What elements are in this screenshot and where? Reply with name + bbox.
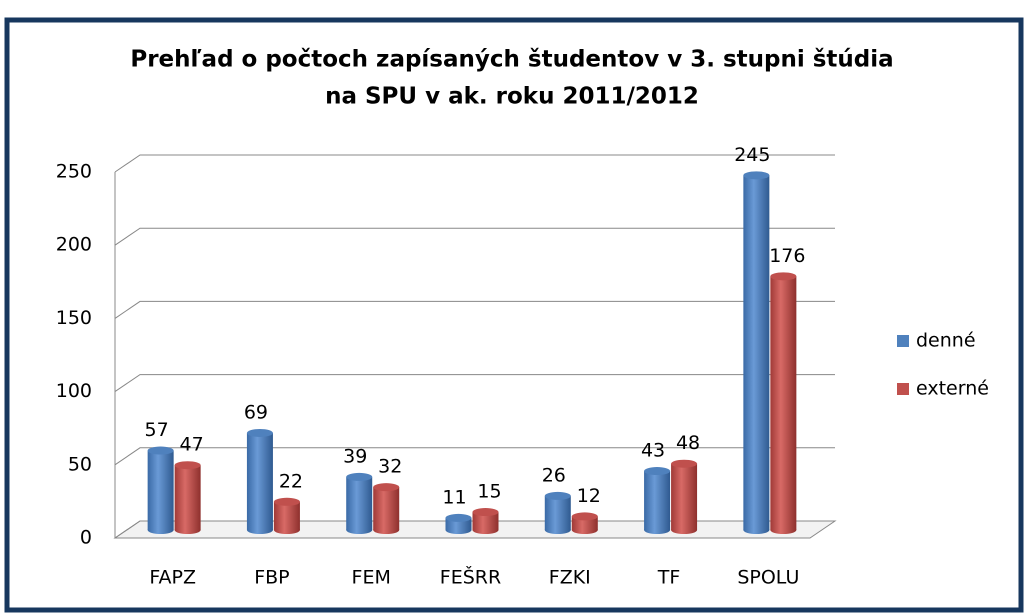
x-tick-label: FEM [352, 567, 391, 589]
bar-body [246, 432, 273, 530]
bar [671, 459, 698, 534]
bar-bottom [544, 526, 571, 534]
bar-top [246, 428, 273, 437]
bar-top [644, 467, 671, 476]
y-tick-label: 0 [80, 527, 92, 549]
bar-top [743, 171, 770, 180]
bar-top [472, 508, 499, 517]
grid-line [114, 374, 835, 393]
legend-label: denné [916, 330, 976, 352]
bar-body [472, 512, 499, 530]
bar [770, 272, 797, 534]
bar-top [770, 272, 797, 281]
x-tick-label: FEŠRR [440, 565, 501, 589]
x-tick-label: TF [657, 567, 681, 589]
bar [147, 446, 174, 534]
bar-bottom [147, 526, 174, 534]
bar [373, 483, 400, 534]
bar-bottom [373, 526, 400, 534]
y-tick-label: 200 [56, 234, 92, 256]
bar-body [273, 501, 300, 530]
bar [743, 171, 770, 534]
data-label: 176 [769, 245, 805, 267]
bar-body [644, 471, 671, 530]
bar [544, 491, 571, 534]
x-tick-label: FBP [254, 567, 289, 589]
bar-bottom [770, 526, 797, 534]
bar [346, 472, 373, 534]
bar-bottom [472, 526, 499, 534]
bar-top [346, 472, 373, 481]
bar-body [174, 465, 201, 530]
y-tick-label: 100 [56, 380, 92, 402]
x-tick-label: FAPZ [149, 567, 196, 589]
bar-bottom [346, 526, 373, 534]
data-label: 32 [378, 456, 402, 478]
data-label: 69 [244, 401, 268, 423]
bar [445, 513, 472, 534]
data-label: 15 [477, 481, 501, 503]
grid-line [114, 447, 835, 466]
data-label: 43 [641, 440, 665, 462]
grid-line [114, 300, 835, 319]
data-label: 57 [145, 419, 169, 441]
bar-top [174, 461, 201, 470]
legend-swatch [897, 383, 909, 395]
bar-bottom [273, 526, 300, 534]
y-tick-label: 50 [68, 453, 92, 475]
bar-bottom [571, 526, 598, 534]
bar-bottom [644, 526, 671, 534]
bar-body [373, 487, 400, 530]
bar-top [147, 446, 174, 455]
data-label: 22 [279, 470, 303, 492]
chart-title: Prehľad o počtoch zapísaných študentov v… [130, 47, 893, 73]
data-label: 12 [577, 485, 601, 507]
legend-swatch [897, 335, 909, 347]
bar [644, 467, 671, 534]
bar [174, 461, 201, 534]
bar-body [147, 450, 174, 530]
bar-top [445, 513, 472, 522]
x-tick-label: FZKI [549, 567, 591, 589]
legend-label: externé [916, 378, 989, 400]
data-label: 39 [343, 445, 367, 467]
data-label: 11 [442, 486, 466, 508]
bar-bottom [246, 526, 273, 534]
bar-body [770, 276, 797, 530]
bar-body [743, 175, 770, 530]
bar-top [544, 491, 571, 500]
y-tick-label: 250 [56, 161, 92, 183]
bar-top [571, 512, 598, 521]
bar-top [373, 483, 400, 492]
chart-subtitle: na SPU v ak. roku 2011/2012 [325, 84, 699, 110]
x-tick-label: SPOLU [737, 567, 799, 589]
data-label: 245 [734, 144, 770, 166]
bar-body [671, 463, 698, 530]
bar [472, 508, 499, 534]
bar-top [671, 459, 698, 468]
data-label: 48 [676, 432, 700, 454]
bar-body [346, 476, 373, 530]
grid-line [114, 227, 835, 246]
bar-bottom [174, 526, 201, 534]
bar [571, 512, 598, 534]
bar [246, 428, 273, 534]
bar-body [544, 495, 571, 530]
bar-bottom [445, 526, 472, 534]
bar-bottom [671, 526, 698, 534]
grid-line [114, 520, 835, 539]
bar-top [273, 497, 300, 506]
bar [273, 497, 300, 534]
data-label: 26 [542, 464, 566, 486]
y-tick-label: 150 [56, 307, 92, 329]
grid-line [114, 154, 835, 173]
data-label: 47 [180, 434, 204, 456]
bar-bottom [743, 526, 770, 534]
